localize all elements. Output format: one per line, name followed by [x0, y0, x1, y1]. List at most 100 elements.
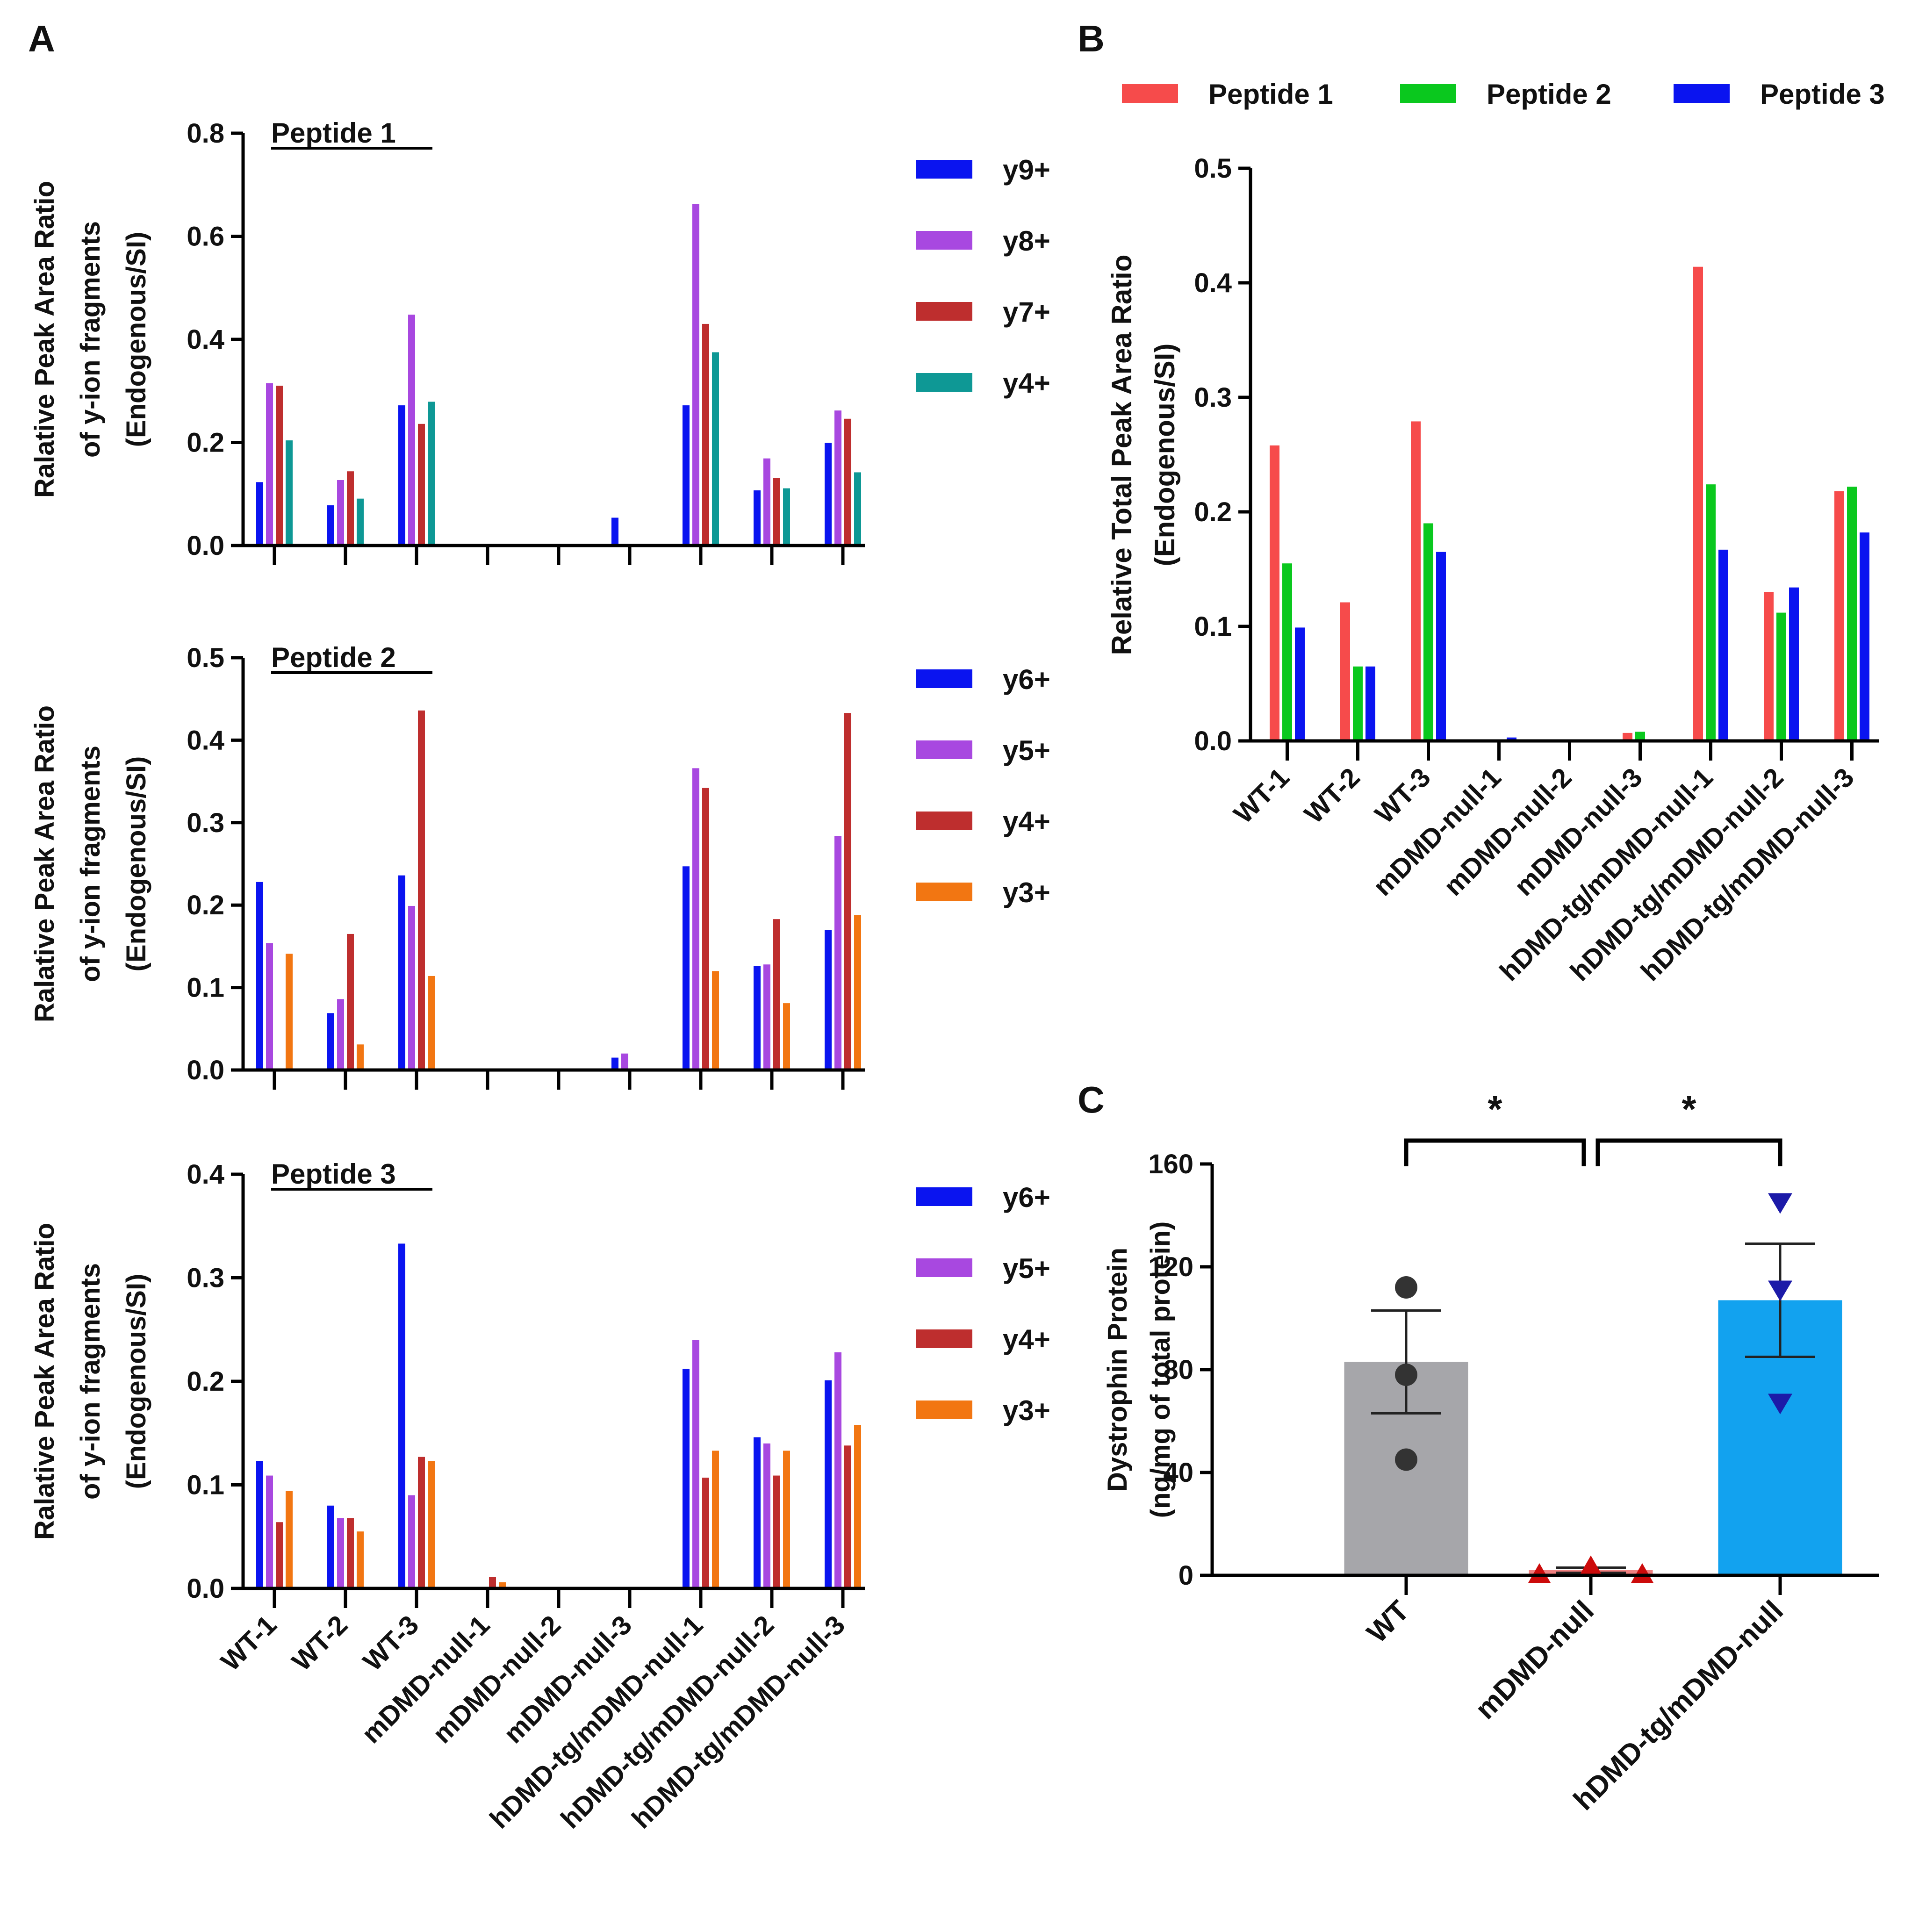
legend-swatch [1674, 84, 1730, 103]
y-axis-label: of y-ion fragments [75, 746, 106, 982]
chart-title: Peptide 2 [271, 642, 396, 673]
data-point [1395, 1364, 1417, 1386]
bar-peptide2 [1353, 666, 1363, 741]
bar-y4 [844, 713, 851, 1070]
bar-y5 [408, 905, 415, 1070]
bar-peptide2 [1847, 487, 1857, 741]
bar-y5 [266, 943, 273, 1070]
bar-y4 [702, 1477, 709, 1588]
y-tick-label: 0.4 [1194, 268, 1232, 298]
y-tick-label: 0.0 [187, 531, 224, 561]
y-tick-label: 0.3 [187, 1263, 224, 1293]
peptide-1-fragment-chart: 0.0 0.2 0.4 0.6 0.8 Peptide 1 Ralative Peak Ar… [29, 117, 1050, 565]
legend-label: y6+ [1003, 664, 1050, 695]
y-tick-label: 0.2 [187, 1366, 224, 1397]
bar-y8 [337, 480, 344, 546]
bar-peptide3 [1789, 587, 1799, 741]
total-peak-area-chart: 0.00.10.20.30.40.5WT-1 WT-2 WT-3mDMD-null-… [1106, 79, 1885, 987]
bar-y6 [327, 1013, 334, 1070]
bar-peptide1 [1764, 592, 1774, 741]
y-tick-label: 0.0 [187, 1055, 224, 1085]
data-point [1768, 1280, 1792, 1301]
bar-y8 [408, 315, 415, 546]
y-tick-label: 0.8 [187, 118, 224, 149]
bar-y5 [337, 1518, 344, 1588]
bar-y4 [489, 1577, 496, 1588]
y-axis-label: (ng/mg of total protein) [1145, 1221, 1176, 1518]
y-tick-label: 0.5 [1194, 153, 1232, 184]
y-tick-label: 0.2 [187, 890, 224, 920]
bar-y3 [783, 1003, 790, 1070]
bar-y4 [428, 402, 435, 546]
legend-swatch [916, 1187, 972, 1206]
bar-peptide3 [1860, 532, 1869, 741]
y-tick-label: 0.2 [187, 428, 224, 458]
bar-y4 [773, 1475, 780, 1588]
bar-peptide1 [1623, 733, 1632, 741]
bar-y5 [763, 1443, 770, 1588]
legend-label: Peptide 3 [1760, 79, 1885, 110]
legend-label: y4+ [1003, 1324, 1050, 1355]
legend-label: y5+ [1003, 735, 1050, 766]
bar-peptide3 [1718, 549, 1728, 741]
bar-y6 [256, 882, 263, 1070]
y-tick-label: 0.1 [187, 973, 224, 1003]
legend-label: y6+ [1003, 1182, 1050, 1213]
bar-peptide1 [1270, 445, 1279, 741]
chart-title: Peptide 3 [271, 1158, 396, 1190]
bar-y4 [357, 498, 364, 546]
panel-label-c: C [1078, 1079, 1105, 1120]
legend-swatch [1122, 84, 1178, 103]
y-axis-label: Ralative Peak Area Ratio [29, 705, 60, 1022]
bar-y6 [683, 1369, 690, 1588]
data-point [1580, 1555, 1602, 1575]
significance-bracket [1404, 1138, 1586, 1166]
y-axis-label: Dystrophin Protein [1102, 1248, 1133, 1492]
legend-label: y4+ [1003, 806, 1050, 837]
legend-label: y8+ [1003, 225, 1050, 257]
legend-label: y3+ [1003, 1395, 1050, 1426]
bar-peptide2 [1282, 563, 1292, 741]
bar-y6 [754, 1437, 761, 1588]
bar-peptide3 [1295, 627, 1305, 741]
legend-label: Peptide 2 [1487, 79, 1611, 110]
y-tick-label: 160 [1148, 1149, 1193, 1179]
y-axis-label: (Endogenous/SI) [121, 756, 151, 972]
y-tick-label: 0.4 [187, 1159, 224, 1190]
x-category-label: WT-3 [1369, 762, 1437, 829]
bar-y5 [337, 999, 344, 1070]
bar-y6 [825, 930, 832, 1070]
bar-peptide2 [1423, 523, 1433, 741]
y-tick-label: 80 [1163, 1355, 1193, 1385]
legend-swatch [916, 1258, 972, 1277]
y-tick-label: 40 [1163, 1458, 1193, 1488]
bar-y6 [327, 1505, 334, 1588]
x-category-label: WT-2 [1299, 762, 1366, 829]
bar-peptide2 [1635, 732, 1645, 741]
bar-y9 [825, 443, 832, 546]
legend-swatch [916, 373, 972, 392]
peptide-2-fragment-chart: 0.0 0.1 0.2 0.3 0.4 0.5 Peptide 2 Ralative Peak… [29, 642, 1050, 1090]
bar-peptide1 [1834, 491, 1844, 741]
bar-y5 [266, 1475, 273, 1588]
legend-swatch [916, 160, 972, 179]
bar-y4 [347, 934, 354, 1070]
y-axis-label: (Endogenous/SI) [121, 232, 151, 447]
y-tick-label: 0.5 [187, 643, 224, 673]
bar-y4 [783, 488, 790, 546]
x-category-label: WT-1 [1228, 762, 1295, 829]
bar-y5 [692, 1340, 699, 1588]
bar-y7 [347, 471, 354, 546]
bar-y8 [266, 383, 273, 546]
x-category-label: WT-3 [357, 1609, 424, 1677]
bar-peptide2 [1776, 612, 1786, 741]
bar-y3 [712, 971, 719, 1070]
bar-y7 [773, 478, 780, 546]
bar-y5 [834, 1352, 841, 1588]
x-category-label: WT-1 [215, 1609, 282, 1677]
legend-swatch [1400, 84, 1456, 103]
legend-swatch [916, 1329, 972, 1348]
y-axis-label: Relative Total Peak Area Ratio [1106, 255, 1137, 655]
data-point [1768, 1393, 1792, 1415]
significance-label: * [1488, 1088, 1502, 1130]
